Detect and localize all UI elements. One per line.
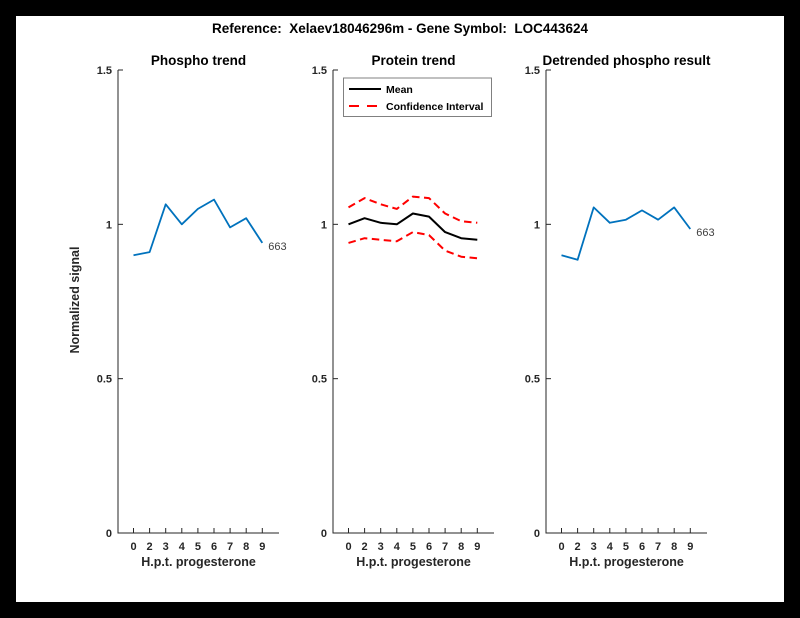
legend-label: Confidence Interval <box>386 101 484 113</box>
legend-label: Mean <box>386 84 413 96</box>
x-axis-label: H.p.t. progesterone <box>141 555 256 569</box>
y-tick-label: 1 <box>321 219 327 231</box>
phospho-line <box>133 198 264 257</box>
y-tick-label: 0.5 <box>97 374 112 386</box>
x-tick-label: 6 <box>426 541 432 553</box>
x-tick-label: 4 <box>179 541 186 553</box>
x-tick-label: 4 <box>394 541 401 553</box>
y-tick-label: 0.5 <box>525 374 540 386</box>
x-tick-label: 5 <box>410 541 416 553</box>
legend-box <box>343 77 492 117</box>
x-tick-label: 8 <box>458 541 464 553</box>
y-axis-label: Normalized signal <box>68 247 82 354</box>
x-axis-label: H.p.t. progesterone <box>569 555 684 569</box>
x-tick-label: 8 <box>243 541 249 553</box>
x-tick-label: 2 <box>575 541 581 553</box>
y-tick-label: 1 <box>534 219 540 231</box>
axes-spines <box>117 70 279 534</box>
x-tick-label: 9 <box>687 541 693 553</box>
x-tick-label: 2 <box>362 541 368 553</box>
series-end-label: 663 <box>696 227 714 239</box>
y-tick-label: 0 <box>106 528 112 540</box>
detrended-line <box>561 206 692 261</box>
x-tick-label: 9 <box>474 541 480 553</box>
x-tick-label: 6 <box>211 541 217 553</box>
y-tick-label: 1.5 <box>525 65 540 77</box>
x-tick-label: 7 <box>655 541 661 553</box>
x-tick-label: 2 <box>147 541 153 553</box>
y-tick-label: 1.5 <box>312 65 327 77</box>
x-tick-label: 3 <box>591 541 597 553</box>
subplot-title: Detrended phospho result <box>542 53 711 68</box>
axes-spines <box>545 70 707 534</box>
x-tick-label: 5 <box>623 541 629 553</box>
y-tick-label: 1.5 <box>97 65 112 77</box>
y-tick-label: 1 <box>106 219 112 231</box>
ci-upper-line <box>347 195 478 224</box>
x-tick-label: 8 <box>671 541 677 553</box>
x-tick-label: 9 <box>259 541 265 553</box>
x-tick-label: 5 <box>195 541 201 553</box>
x-tick-label: 7 <box>442 541 448 553</box>
subplot-title: Phospho trend <box>151 53 246 68</box>
axes-spines <box>332 70 494 534</box>
x-tick-label: 0 <box>558 541 564 553</box>
series-end-label: 663 <box>268 241 286 253</box>
mean-line <box>348 212 478 241</box>
figure-title: Reference: Xelaev18046296m - Gene Symbol… <box>212 21 588 36</box>
x-tick-label: 7 <box>227 541 233 553</box>
x-tick-label: 0 <box>345 541 351 553</box>
x-tick-label: 3 <box>378 541 384 553</box>
y-tick-label: 0.5 <box>312 374 327 386</box>
x-tick-label: 6 <box>639 541 645 553</box>
x-axis-label: H.p.t. progesterone <box>356 555 471 569</box>
x-tick-label: 4 <box>607 541 614 553</box>
x-tick-label: 0 <box>130 541 136 553</box>
y-tick-label: 0 <box>534 528 540 540</box>
subplot-title: Protein trend <box>371 53 455 68</box>
legend: Mean Confidence Interval <box>343 77 492 117</box>
x-tick-label: 3 <box>163 541 169 553</box>
y-tick-label: 0 <box>321 528 327 540</box>
